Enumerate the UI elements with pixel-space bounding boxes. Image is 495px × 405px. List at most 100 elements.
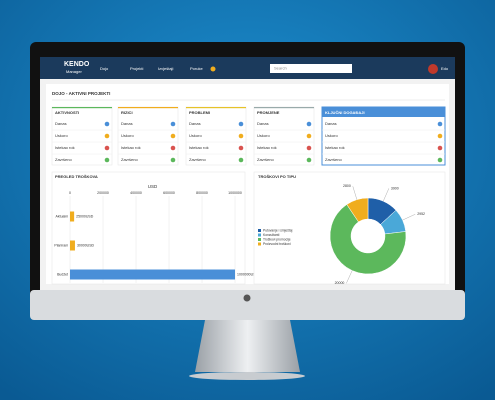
legend-swatch — [258, 242, 261, 246]
card-row[interactable]: Istekao rok — [189, 145, 209, 150]
card-row[interactable]: Završeno — [325, 157, 342, 162]
card-row[interactable]: Uskoro — [189, 133, 202, 138]
stand — [195, 320, 300, 372]
badge — [437, 133, 443, 139]
bar — [70, 240, 75, 251]
legend-label: Proizvodni troškovi — [263, 242, 291, 246]
panel-title: PREGLED TROŠKOVA — [55, 174, 98, 179]
data-label: 20000 — [335, 281, 345, 285]
y-tick-label: Budžet — [57, 272, 68, 276]
panel-title: TROŠKOVI PO TIPU — [258, 174, 296, 179]
badge — [238, 157, 244, 163]
legend-label: Troškovi promocije — [263, 237, 291, 241]
card — [253, 106, 315, 166]
card-row[interactable]: Istekao rok — [257, 145, 277, 150]
x-tick-label: 800000 — [196, 191, 208, 195]
badge — [437, 121, 443, 127]
nav-item[interactable]: Izvještaji — [158, 66, 173, 71]
nav-item[interactable]: Dojo — [100, 66, 109, 71]
card-title: PROBLEMI — [189, 110, 210, 115]
card-row[interactable]: Završeno — [121, 157, 138, 162]
leader — [352, 186, 358, 200]
badge — [104, 133, 110, 139]
card-row[interactable]: Uskoro — [325, 133, 338, 138]
data-label: 2952 — [417, 212, 425, 216]
card — [185, 106, 247, 166]
badge — [437, 157, 443, 163]
card-row[interactable]: Danas — [257, 121, 269, 126]
card-row[interactable]: Završeno — [189, 157, 206, 162]
card-header — [118, 107, 178, 109]
data-label: 3900 — [391, 186, 399, 190]
card — [117, 106, 179, 166]
badge — [104, 121, 110, 127]
panel — [51, 171, 246, 285]
x-tick-label: 1000000 — [228, 191, 242, 195]
card-title: RIZICI — [121, 110, 133, 115]
card-row[interactable]: Istekao rok — [121, 145, 141, 150]
card-title: AKTIVNOSTI — [55, 110, 79, 115]
x-tick-label: 400000 — [130, 191, 142, 195]
card-row[interactable]: Uskoro — [55, 133, 68, 138]
chin — [30, 290, 465, 320]
card-row[interactable]: Danas — [55, 121, 67, 126]
badge — [170, 121, 176, 127]
card-row[interactable]: Danas — [189, 121, 201, 126]
legend-swatch — [258, 229, 261, 232]
brand: KENDO — [64, 61, 90, 68]
user-name[interactable]: Edo — [441, 66, 449, 71]
screen: KENDO Manager Search Edo DOJO - AKTIVNI … — [40, 57, 455, 290]
badge — [306, 157, 312, 163]
legend-swatch — [258, 238, 261, 241]
card-header — [322, 107, 445, 117]
leader — [402, 214, 416, 221]
card-row[interactable]: Danas — [325, 121, 337, 126]
value-label: 30000USD — [77, 243, 95, 247]
card-header — [186, 107, 246, 109]
data-label: 2800 — [343, 184, 351, 188]
badge — [170, 133, 176, 139]
card-row[interactable]: Uskoro — [257, 133, 270, 138]
avatar[interactable] — [428, 64, 438, 74]
axis-title: USD — [148, 184, 158, 189]
x-tick-label: 200000 — [97, 191, 109, 195]
card-row[interactable]: Danas — [121, 121, 133, 126]
badge — [306, 133, 312, 139]
pie-slice — [329, 204, 407, 275]
leader — [346, 270, 353, 284]
pie-slice — [346, 197, 369, 223]
nav-item[interactable]: Projekti — [130, 66, 143, 71]
card-header — [52, 107, 112, 109]
card-title: PROMJENE — [257, 110, 280, 115]
card-header — [254, 107, 314, 109]
x-tick-label: 600000 — [163, 191, 175, 195]
badge — [238, 145, 244, 151]
search-box[interactable] — [270, 64, 352, 73]
badge — [104, 157, 110, 163]
card-row[interactable]: Završeno — [55, 157, 72, 162]
nav-badge — [210, 66, 216, 72]
badge — [306, 145, 312, 151]
badge — [437, 145, 443, 151]
brand-sub: Manager — [66, 69, 82, 74]
bar — [70, 269, 235, 280]
card-row[interactable]: Istekao rok — [55, 145, 75, 150]
y-tick-label: Aktualni — [56, 214, 69, 218]
search-placeholder: Search — [274, 66, 287, 71]
logo-mark — [243, 294, 251, 302]
badge — [170, 145, 176, 151]
section-title: DOJO - AKTIVNI PROJEKTI — [52, 91, 110, 96]
x-tick-label: 0 — [69, 191, 71, 195]
legend-label: Putovanje i smještaj — [263, 228, 293, 232]
card-row[interactable]: Završeno — [257, 157, 274, 162]
nav-item[interactable]: Poruke — [190, 66, 203, 71]
card-title: KLJUČNI DOGAĐAJI — [325, 110, 365, 115]
card-row[interactable]: Uskoro — [121, 133, 134, 138]
bar — [70, 211, 75, 222]
card-row[interactable]: Istekao rok — [325, 145, 345, 150]
badge — [170, 157, 176, 163]
legend-label: Konzultanti — [263, 233, 280, 237]
badge — [238, 121, 244, 127]
badge — [306, 121, 312, 127]
